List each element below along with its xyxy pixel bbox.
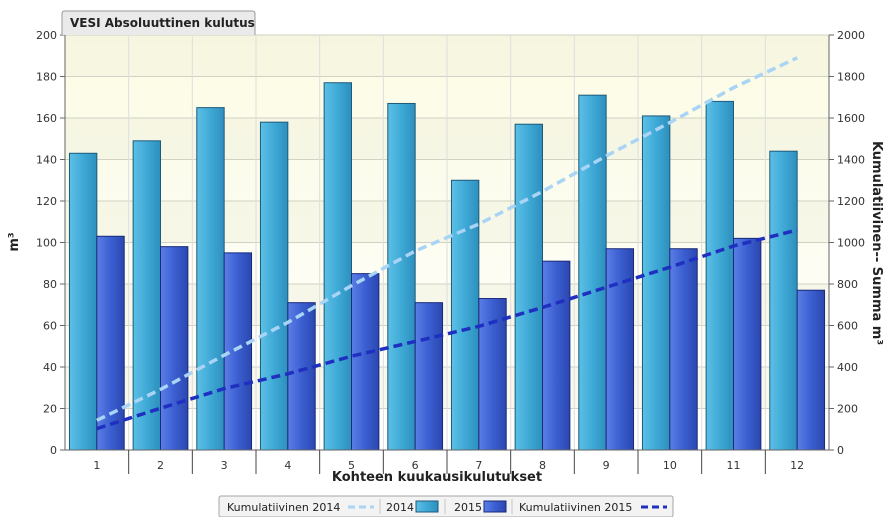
x-tick-label: 10: [663, 459, 677, 472]
y2-tick-label: 200: [837, 403, 858, 416]
y2-tick-label: 400: [837, 361, 858, 374]
y-tick-label: 40: [43, 361, 57, 374]
bar-2015-9: [605, 248, 635, 451]
legend-label-cum2014: Kumulatiivinen 2014: [227, 501, 340, 514]
y2-tick-label: 1200: [837, 195, 865, 208]
y2-tick-label: 1400: [837, 154, 865, 167]
bar-2015-2: [160, 246, 189, 451]
bar-2015-5: [351, 273, 380, 451]
bar-2014-9: [578, 94, 607, 451]
bar-2014-7: [450, 179, 480, 451]
bars: [68, 82, 826, 451]
bar-2014-1: [68, 152, 98, 451]
legend-swatch-2015: [483, 500, 507, 513]
legend-item-cum2014: Kumulatiivinen 2014: [227, 501, 374, 514]
line-Kumulatiivinen-2015: [96, 228, 798, 431]
bar-2014-11: [705, 100, 735, 451]
chart-title: VESI Absoluuttinen kulutus: [70, 16, 255, 30]
y-tick-label: 20: [43, 403, 57, 416]
y-tick-label: 180: [36, 71, 57, 84]
y2-tick-label: 0: [837, 444, 844, 457]
y-tick-label: 0: [50, 444, 57, 457]
bar-2014-6: [387, 102, 416, 451]
y-tick-label: 200: [36, 29, 57, 42]
legend-item-cum2015: Kumulatiivinen 2015: [519, 501, 667, 514]
y-tick-label: 100: [36, 237, 57, 250]
x-tick-label: 3: [221, 459, 228, 472]
y-axis-title: m³: [7, 232, 22, 251]
y2-axis-title: Kumulatiivinen-- Summa m³: [869, 141, 884, 345]
y2-tick-label: 1800: [837, 71, 865, 84]
chart-title-tab: VESI Absoluuttinen kulutus: [61, 10, 256, 35]
x-tick-label: 5: [348, 459, 355, 472]
x-tick-label: 2: [157, 459, 164, 472]
y-tick-label: 120: [36, 195, 57, 208]
x-tick-label: 6: [412, 459, 419, 472]
legend: Kumulatiivinen 2014 2014 2015 Kumulatiiv…: [218, 495, 674, 517]
legend-label-2014: 2014: [386, 501, 414, 514]
y2-tick-label: 1000: [837, 237, 865, 250]
line-Kumulatiivinen-2014: [96, 56, 798, 422]
x-tick-label: 8: [539, 459, 546, 472]
x-tick-label: 7: [475, 459, 482, 472]
legend-swatch-2014: [415, 500, 439, 513]
bar-2014-2: [132, 140, 162, 451]
bar-2014-4: [259, 121, 289, 451]
x-tick-label: 9: [603, 459, 610, 472]
x-tick-label: 4: [284, 459, 291, 472]
legend-label-cum2015: Kumulatiivinen 2015: [519, 501, 632, 514]
bar-2015-6: [414, 302, 444, 451]
legend-item-2014: 2014: [386, 500, 439, 514]
bar-2014-12: [769, 150, 798, 451]
x-tick-label: 11: [727, 459, 741, 472]
x-axis-title: Kohteen kuukausikulutukset: [332, 470, 542, 485]
y2-tick-label: 600: [837, 320, 858, 333]
x-tick-label: 12: [790, 459, 804, 472]
bar-2015-11: [733, 237, 762, 451]
bar-2015-4: [287, 302, 316, 451]
bar-2014-10: [641, 115, 671, 451]
legend-item-2015: 2015: [454, 500, 507, 514]
bar-2015-8: [542, 260, 571, 451]
y-tick-label: 160: [36, 112, 57, 125]
bar-2014-5: [323, 82, 352, 451]
y-tick-label: 80: [43, 278, 57, 291]
legend-label-2015: 2015: [454, 501, 482, 514]
bar-2015-10: [669, 248, 698, 451]
y2-tick-label: 800: [837, 278, 858, 291]
legend-box: [218, 495, 674, 517]
y2-tick-label: 1600: [837, 112, 865, 125]
y-tick-label: 140: [36, 154, 57, 167]
bar-2015-12: [796, 289, 826, 451]
bar-2014-3: [196, 107, 225, 451]
bar-2014-8: [514, 123, 544, 451]
cumulative-lines: [96, 56, 798, 431]
x-tick-label: 1: [93, 459, 100, 472]
y2-tick-label: 2000: [837, 29, 865, 42]
y-tick-label: 60: [43, 320, 57, 333]
